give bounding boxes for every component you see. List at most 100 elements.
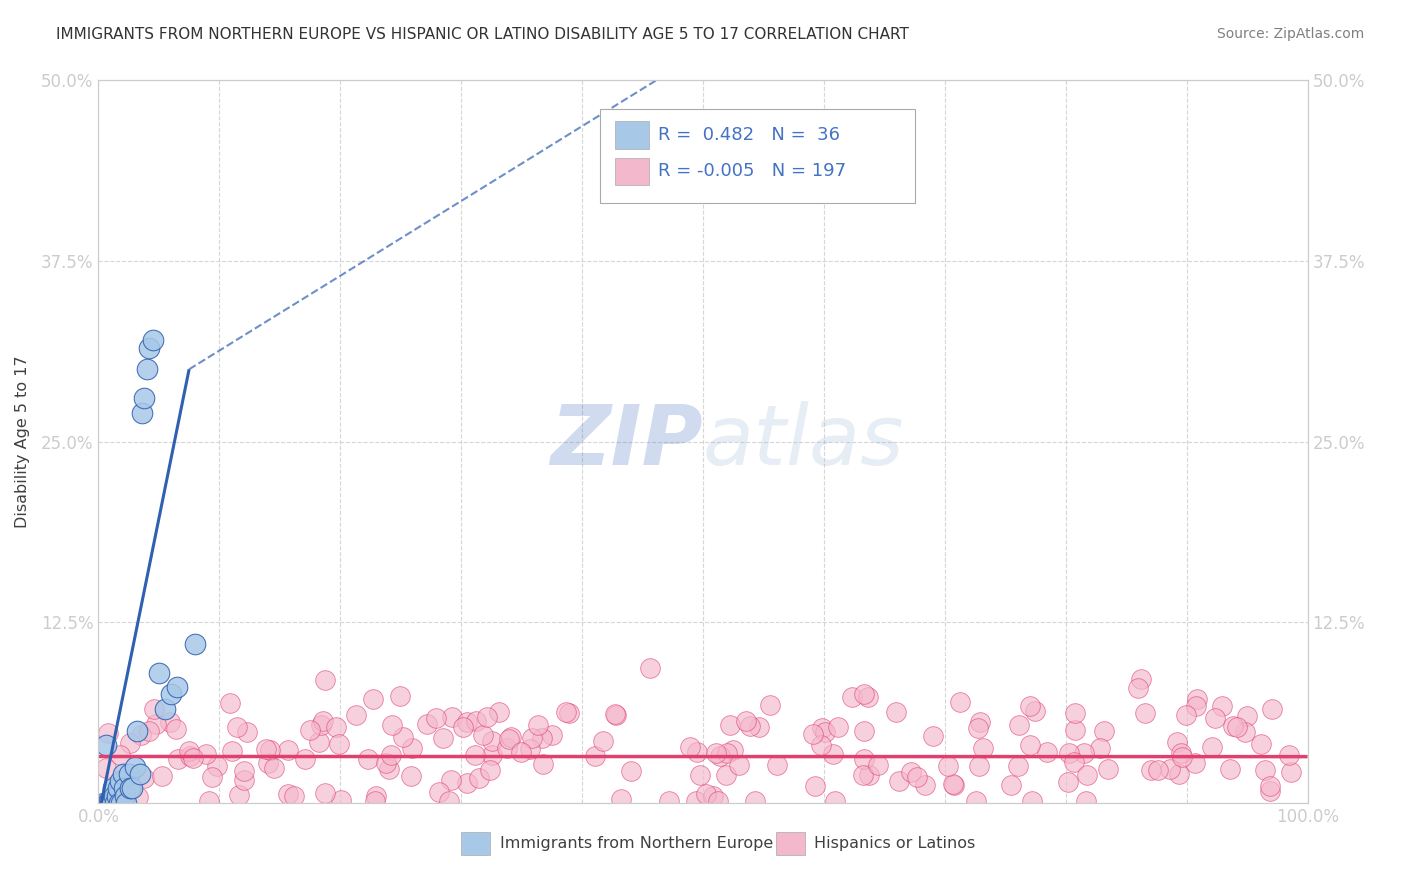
Point <box>969 759 991 773</box>
Point <box>1159 762 1181 776</box>
Point <box>165 722 187 736</box>
Text: IMMIGRANTS FROM NORTHERN EUROPE VS HISPANIC OR LATINO DISABILITY AGE 5 TO 17 COR: IMMIGRANTS FROM NORTHERN EUROPE VS HISPA… <box>56 27 910 42</box>
Point <box>98 796 121 810</box>
Point <box>440 772 463 787</box>
Point <box>1097 763 1119 777</box>
Point <box>488 705 510 719</box>
Point <box>620 764 643 779</box>
Point <box>416 716 439 731</box>
Point <box>138 723 160 738</box>
Point <box>1063 755 1085 769</box>
Point <box>689 768 711 782</box>
Point <box>441 709 464 723</box>
Point <box>233 764 256 778</box>
Point <box>810 739 832 753</box>
Point <box>1092 723 1115 738</box>
Point <box>1219 762 1241 776</box>
Point <box>530 731 553 745</box>
Point <box>533 756 555 771</box>
Point <box>314 786 336 800</box>
Point <box>143 702 166 716</box>
Point <box>943 779 966 793</box>
Point <box>233 772 256 787</box>
Point <box>1056 775 1078 789</box>
Point <box>114 772 136 786</box>
Text: Source: ZipAtlas.com: Source: ZipAtlas.com <box>1216 27 1364 41</box>
Point <box>1036 745 1059 759</box>
Point <box>160 687 183 701</box>
Point <box>1073 746 1095 760</box>
Point <box>1076 768 1098 782</box>
Point <box>167 752 190 766</box>
Point <box>114 789 136 803</box>
Point <box>758 698 780 713</box>
Point <box>519 742 541 756</box>
Point <box>967 721 990 735</box>
Point <box>716 747 738 761</box>
Point <box>1254 763 1277 777</box>
Point <box>325 720 347 734</box>
Point <box>299 723 322 737</box>
Point <box>314 673 336 688</box>
Point <box>153 702 176 716</box>
Point <box>1000 778 1022 792</box>
Point <box>841 690 863 704</box>
Point <box>181 751 204 765</box>
Point <box>124 760 146 774</box>
Point <box>277 742 299 756</box>
Point <box>905 770 928 784</box>
Point <box>1074 794 1097 808</box>
Point <box>475 710 498 724</box>
Point <box>1171 749 1194 764</box>
Point <box>1024 704 1046 718</box>
Point <box>1184 698 1206 713</box>
Point <box>103 789 125 803</box>
Point <box>727 757 749 772</box>
Point <box>309 718 332 732</box>
Point <box>221 744 243 758</box>
Text: R =  0.482   N =  36: R = 0.482 N = 36 <box>658 126 841 145</box>
Point <box>555 705 578 719</box>
Point <box>93 796 115 810</box>
Point <box>1250 737 1272 751</box>
Point <box>1233 724 1256 739</box>
Point <box>93 817 115 831</box>
Point <box>118 781 141 796</box>
Point <box>814 724 837 739</box>
Point <box>142 334 165 348</box>
Point <box>868 758 890 772</box>
Point <box>207 759 229 773</box>
Y-axis label: Disability Age 5 to 17: Disability Age 5 to 17 <box>15 355 30 528</box>
Point <box>1166 735 1188 749</box>
Point <box>108 796 131 810</box>
Point <box>312 714 335 728</box>
Point <box>464 747 486 762</box>
Point <box>1258 779 1281 793</box>
FancyBboxPatch shape <box>600 109 915 203</box>
Point <box>135 362 157 376</box>
Point <box>1278 747 1301 762</box>
Point <box>1184 756 1206 770</box>
Point <box>148 665 170 680</box>
Point <box>97 726 120 740</box>
Point <box>128 767 150 781</box>
Point <box>389 689 412 703</box>
Point <box>134 771 156 785</box>
Point <box>344 707 367 722</box>
Point <box>1088 740 1111 755</box>
Point <box>361 691 384 706</box>
Point <box>399 769 422 783</box>
Point <box>510 745 533 759</box>
Point <box>638 661 661 675</box>
Point <box>592 734 614 748</box>
Text: Hispanics or Latinos: Hispanics or Latinos <box>814 836 976 851</box>
Point <box>328 737 350 751</box>
Point <box>1226 720 1249 734</box>
Text: ZIP: ZIP <box>550 401 703 482</box>
Point <box>801 727 824 741</box>
Point <box>108 748 131 763</box>
Point <box>1133 706 1156 720</box>
Point <box>120 736 142 750</box>
Point <box>709 749 731 764</box>
Point <box>1185 692 1208 706</box>
